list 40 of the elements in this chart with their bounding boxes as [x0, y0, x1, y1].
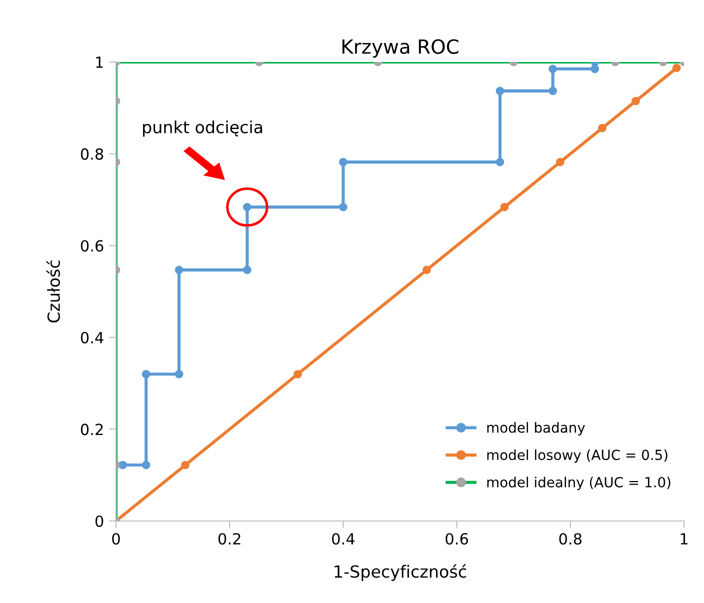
point [339, 158, 348, 166]
point [496, 86, 504, 96]
y-tick-label: 0.8 [80, 148, 104, 160]
point [294, 370, 302, 378]
y-tick-label: 0.4 [80, 332, 104, 344]
point [174, 266, 184, 274]
point [142, 370, 150, 378]
point [422, 266, 431, 274]
point [590, 64, 599, 74]
x-tick-label: 0.4 [332, 533, 354, 545]
point [142, 460, 150, 470]
point [181, 460, 190, 470]
y-tick-label: 0 [95, 515, 104, 528]
annotation: punkt odcięcia [143, 120, 262, 137]
chart-title: Krzywa ROC [342, 39, 458, 58]
x-tick-label: 0.6 [446, 533, 468, 545]
point [496, 158, 504, 166]
point [598, 124, 606, 132]
point [118, 460, 127, 470]
x-tick-label: 0 [112, 533, 120, 545]
legend-label: model badany [487, 422, 585, 436]
point [556, 158, 564, 166]
point [174, 370, 184, 378]
point [672, 64, 681, 72]
y-tick-label: 0.2 [80, 424, 103, 436]
x-axis-title: 1-Specyficzność [334, 564, 466, 582]
x-tick-label: 0.8 [559, 533, 582, 545]
point [548, 86, 557, 96]
legend-label: model losowy (AUC = 0.5) [487, 449, 668, 463]
y-axis-title: Czułość [46, 260, 60, 322]
point [548, 64, 557, 74]
y-tick-label: 0.6 [80, 240, 104, 252]
legend-label: model idealny (AUC = 1.0) [487, 476, 670, 490]
y-tick-label: 1 [96, 56, 103, 68]
x-tick-label: 1 [680, 533, 688, 544]
x-tick-label: 0.2 [218, 533, 240, 545]
point [632, 96, 640, 106]
point [339, 202, 348, 212]
point [500, 202, 509, 212]
point [243, 266, 252, 274]
